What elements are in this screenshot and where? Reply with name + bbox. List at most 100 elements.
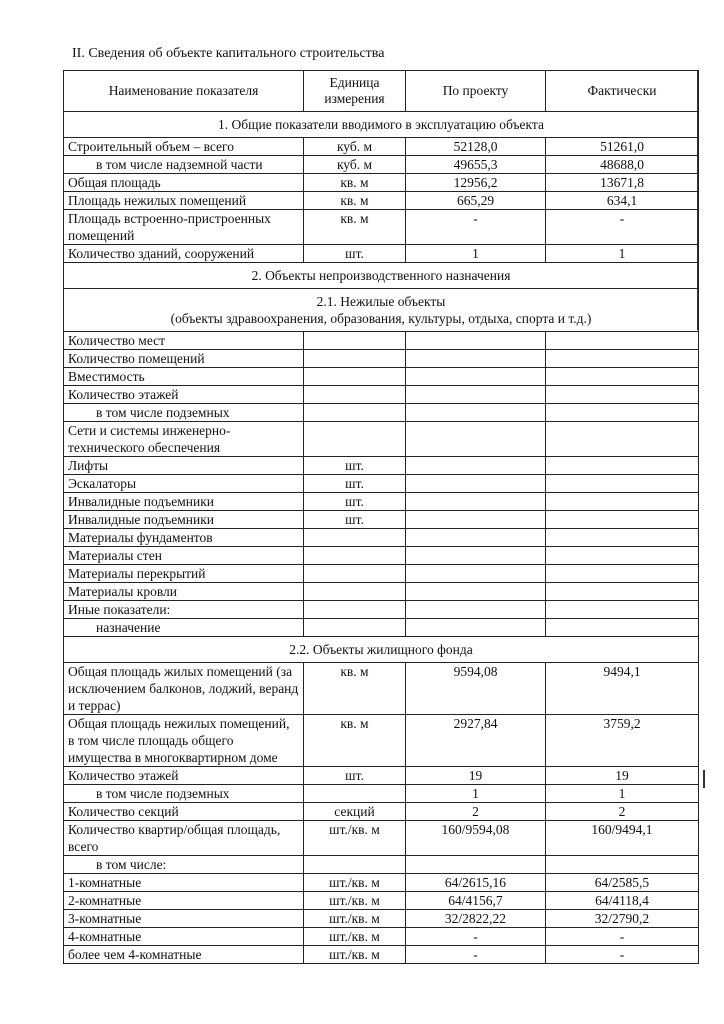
indicator-name-cell: Количество этажей [63,766,304,785]
project-value-cell [405,474,546,493]
unit-cell: кв. м [303,714,406,767]
project-value-cell [405,600,546,619]
project-value-cell: 1 [405,784,546,803]
indicator-name-cell: Площадь нежилых помещений [63,191,304,210]
table-row: Материалы перекрытий [63,564,699,583]
unit-cell: шт. [303,244,406,263]
project-value-cell: 1 [405,244,546,263]
unit-cell: шт. [303,510,406,529]
indicator-name-cell: Площадь встроенно-пристроенных помещений [63,209,304,245]
indicator-name-cell: Лифты [63,456,304,475]
table-row: Инвалидные подъемники шт. [63,492,699,511]
header-unit: Единица измерения [303,70,406,112]
unit-cell [303,855,406,874]
indicator-name-cell: Материалы кровли [63,582,304,601]
indicator-name-cell: Количество квартир/общая площадь, всего [63,820,304,856]
section-heading: 1. Общие показатели вводимого в эксплуат… [218,117,544,132]
project-value-cell: 49655,3 [405,155,546,174]
section-row: 2.1. Нежилые объекты (объекты здравоохран… [63,288,699,332]
project-value-cell [405,421,546,457]
project-value-cell [405,546,546,565]
project-value-cell: 2927,84 [405,714,546,767]
actual-value-cell: 1 [545,244,699,263]
indicator-name-cell: Инвалидные подъемники [63,492,304,511]
table-row: в том числе подземных [63,403,699,422]
actual-value-cell [545,510,699,529]
indicator-name-cell: Количество мест [63,331,304,350]
indicator-name-cell: Строительный объем – всего [63,137,304,156]
unit-cell: шт./кв. м [303,909,406,928]
indicator-name-cell: 3-комнатные [63,909,304,928]
project-value-cell [405,510,546,529]
section-title: 1. Общие показатели вводимого в эксплуат… [63,111,699,138]
table-row: Площадь встроенно-пристроенных помещений… [63,209,699,245]
unit-cell [303,421,406,457]
unit-cell [303,618,406,637]
indicator-name-cell: Материалы перекрытий [63,564,304,583]
project-value-cell [405,582,546,601]
section-row: 2. Объекты непроизводственного назначени… [63,262,699,289]
header-actual: Фактически [545,70,699,112]
unit-cell: секций [303,802,406,821]
unit-cell: кв. м [303,662,406,715]
unit-cell: шт./кв. м [303,873,406,892]
actual-value-cell [545,456,699,475]
indicator-name-cell: 1-комнатные [63,873,304,892]
unit-cell: кв. м [303,209,406,245]
actual-value-cell [545,600,699,619]
table-header-row: Наименование показателя Единица измерени… [63,70,699,112]
actual-value-cell: - [545,945,699,964]
indicator-name-cell: Материалы фундаментов [63,528,304,547]
indicator-name-cell: в том числе подземных [63,403,304,422]
actual-value-cell [545,367,699,386]
table-row: Количество зданий, сооружений шт. 1 1 [63,244,699,263]
actual-value-cell [545,331,699,350]
table-row: Лифты шт. [63,456,699,475]
indicator-name-cell: Количество помещений [63,349,304,368]
table-row: Материалы фундаментов [63,528,699,547]
unit-cell [303,385,406,404]
unit-cell [303,349,406,368]
table-row: 4-комнатные шт./кв. м-- [63,927,699,946]
actual-value-cell: 2 [545,802,699,821]
indicator-name-cell: Материалы стен [63,546,304,565]
indicator-name-cell: Количество секций [63,802,304,821]
actual-value-cell: 1 [545,784,699,803]
actual-value-cell [545,582,699,601]
unit-cell: шт. [303,474,406,493]
unit-cell [303,403,406,422]
actual-value-cell: 48688,0 [545,155,699,174]
actual-value-cell [545,546,699,565]
table-row: Количество этажей шт. 19 19 [63,766,699,785]
table-row: Количество этажей [63,385,699,404]
section-title: 2.2. Объекты жилищного фонда [63,636,699,663]
project-value-cell: 9594,08 [405,662,546,715]
actual-value-cell [545,403,699,422]
table-row: Строительный объем – всего куб. м 52128,0 5… [63,137,699,156]
table-row: Общая площадь жилых помещений (за исключ… [63,662,699,715]
unit-cell [303,528,406,547]
actual-value-cell: 51261,0 [545,137,699,156]
unit-cell [303,367,406,386]
actual-value-cell: - [545,209,699,245]
indicator-name-cell: 4-комнатные [63,927,304,946]
indicator-name-cell: Количество зданий, сооружений [63,244,304,263]
table-row: 3-комнатные шт./кв. м 32/2822,22 32/2790,2 [63,909,699,928]
unit-cell: шт./кв. м [303,945,406,964]
table-row: более чем 4-комнатные шт./кв. м-- [63,945,699,964]
table-row: Вместимость [63,367,699,386]
unit-cell: шт./кв. м [303,927,406,946]
unit-cell: кв. м [303,173,406,192]
unit-cell: шт. [303,492,406,511]
section-heading: 2.1. Нежилые объекты [316,294,446,309]
actual-value-cell: 160/9494,1 [545,820,699,856]
actual-value-cell: 19 [545,766,699,785]
actual-value-cell: - [545,927,699,946]
project-value-cell: 32/2822,22 [405,909,546,928]
project-value-cell [405,492,546,511]
actual-value-cell [545,349,699,368]
indicator-name-cell: Вместимость [63,367,304,386]
section-title: 2.1. Нежилые объекты (объекты здравоохран… [63,288,699,332]
indicator-name-cell: Общая площадь жилых помещений (за исключ… [63,662,304,715]
indicator-name-cell: в том числе подземных [63,784,304,803]
